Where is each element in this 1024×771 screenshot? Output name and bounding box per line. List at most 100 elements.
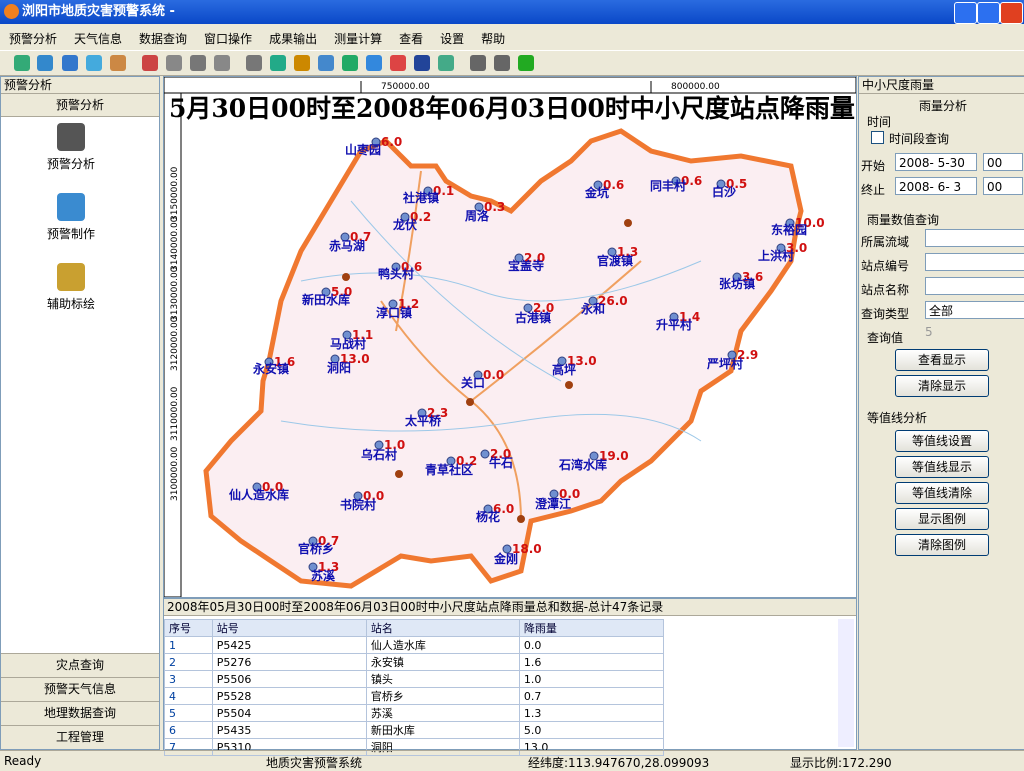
- restore-button[interactable]: [977, 2, 1000, 24]
- basin-select[interactable]: [925, 229, 1024, 247]
- nav-tab[interactable]: 地理数据查询: [1, 701, 159, 725]
- tool-item[interactable]: 预警制作: [31, 193, 111, 242]
- button[interactable]: 显示图例: [895, 508, 989, 530]
- station-marker[interactable]: [776, 243, 786, 253]
- station-marker[interactable]: [321, 287, 331, 297]
- toolbar-button[interactable]: [214, 55, 230, 71]
- minimize-button[interactable]: [954, 2, 977, 24]
- button[interactable]: 清除显示: [895, 375, 989, 397]
- station-marker[interactable]: [549, 489, 559, 499]
- station-marker[interactable]: [252, 482, 262, 492]
- station-marker[interactable]: [502, 544, 512, 554]
- station-marker[interactable]: [330, 354, 340, 364]
- station-marker[interactable]: [446, 456, 456, 466]
- station-marker[interactable]: [607, 247, 617, 257]
- nav-tab[interactable]: 灾点查询: [1, 653, 159, 677]
- code-input[interactable]: [925, 253, 1024, 271]
- table-row[interactable]: 4 P5528 官桥乡 0.7: [164, 687, 665, 705]
- toolbar-button[interactable]: [86, 55, 102, 71]
- toolbar-button[interactable]: [37, 55, 53, 71]
- hour-select[interactable]: 00: [983, 177, 1023, 195]
- station-marker[interactable]: [400, 212, 410, 222]
- menu-item[interactable]: 帮助: [481, 32, 506, 46]
- table-row[interactable]: 5 P5504 苏溪 1.3: [164, 704, 665, 722]
- toolbar-button[interactable]: [14, 55, 30, 71]
- station-marker[interactable]: [308, 536, 318, 546]
- nav-tab[interactable]: 工程管理: [1, 725, 159, 749]
- button[interactable]: 清除图例: [895, 534, 989, 556]
- toolbar-button[interactable]: [294, 55, 310, 71]
- station-marker[interactable]: [669, 312, 679, 322]
- station-marker[interactable]: [342, 330, 352, 340]
- toolbar-button[interactable]: [246, 55, 262, 71]
- station-marker[interactable]: [593, 180, 603, 190]
- toolbar-button[interactable]: [342, 55, 358, 71]
- type-select[interactable]: 全部: [925, 301, 1024, 319]
- checkbox[interactable]: [871, 131, 884, 144]
- station-marker[interactable]: [523, 303, 533, 313]
- table-row[interactable]: 1 P5425 仙人造水库 0.0: [164, 636, 665, 654]
- close-button[interactable]: [1000, 2, 1023, 24]
- table-row[interactable]: 6 P5435 新田水库 5.0: [164, 721, 665, 739]
- table-row[interactable]: 3 P5506 镇头 1.0: [164, 670, 665, 688]
- menu-item[interactable]: 成果输出: [269, 32, 318, 46]
- toolbar-button[interactable]: [390, 55, 406, 71]
- toolbar-button[interactable]: [366, 55, 382, 71]
- station-marker[interactable]: [340, 232, 350, 242]
- station-marker[interactable]: [391, 262, 401, 272]
- toolbar-button[interactable]: [142, 55, 158, 71]
- station-marker[interactable]: [557, 356, 567, 366]
- station-marker[interactable]: [423, 186, 433, 196]
- toolbar-button[interactable]: [494, 55, 510, 71]
- toolbar-button[interactable]: [110, 55, 126, 71]
- toolbar-button[interactable]: [470, 55, 486, 71]
- station-marker[interactable]: [716, 179, 726, 189]
- map-view[interactable]: 5月30日00时至2008年06月03日00时中小尺度站点降雨量 750000.…: [163, 76, 857, 598]
- station-marker[interactable]: [374, 440, 384, 450]
- station-marker[interactable]: [727, 350, 737, 360]
- toolbar-button[interactable]: [438, 55, 454, 71]
- nav-tab[interactable]: 预警天气信息: [1, 677, 159, 701]
- station-marker[interactable]: [353, 491, 363, 501]
- section-header[interactable]: 预警分析: [1, 94, 159, 117]
- hour-select[interactable]: 00: [983, 153, 1023, 171]
- button[interactable]: 等值线显示: [895, 456, 989, 478]
- station-marker[interactable]: [589, 451, 599, 461]
- station-marker[interactable]: [483, 504, 493, 514]
- date-picker[interactable]: 2008- 6- 3: [895, 177, 977, 195]
- button[interactable]: 查看显示: [895, 349, 989, 371]
- station-marker[interactable]: [417, 408, 427, 418]
- name-input[interactable]: [925, 277, 1024, 295]
- station-marker[interactable]: [480, 449, 490, 459]
- menu-item[interactable]: 天气信息: [74, 32, 123, 46]
- station-marker[interactable]: [785, 218, 795, 228]
- menu-item[interactable]: 查看: [399, 32, 424, 46]
- tool-item[interactable]: 预警分析: [31, 123, 111, 172]
- button[interactable]: 等值线清除: [895, 482, 989, 504]
- menu-item[interactable]: 测量计算: [334, 32, 383, 46]
- tool-item[interactable]: 辅助标绘: [31, 263, 111, 312]
- toolbar-button[interactable]: [190, 55, 206, 71]
- menu-item[interactable]: 设置: [440, 32, 465, 46]
- station-marker[interactable]: [474, 202, 484, 212]
- date-picker[interactable]: 2008- 5-30: [895, 153, 977, 171]
- scrollbar[interactable]: [838, 619, 854, 747]
- menu-item[interactable]: 窗口操作: [204, 32, 253, 46]
- station-marker[interactable]: [671, 176, 681, 186]
- station-marker[interactable]: [473, 370, 483, 380]
- station-marker[interactable]: [388, 299, 398, 309]
- toolbar-button[interactable]: [518, 55, 534, 71]
- menu-item[interactable]: 预警分析: [9, 32, 58, 46]
- station-marker[interactable]: [732, 272, 742, 282]
- station-marker[interactable]: [371, 137, 381, 147]
- toolbar-button[interactable]: [166, 55, 182, 71]
- menu-item[interactable]: 数据查询: [139, 32, 188, 46]
- toolbar-button[interactable]: [62, 55, 78, 71]
- toolbar-button[interactable]: [414, 55, 430, 71]
- station-marker[interactable]: [514, 253, 524, 263]
- station-marker[interactable]: [308, 562, 318, 572]
- button[interactable]: 等值线设置: [895, 430, 989, 452]
- station-marker[interactable]: [264, 357, 274, 367]
- station-marker[interactable]: [588, 296, 598, 306]
- table-row[interactable]: 2 P5276 永安镇 1.6: [164, 653, 665, 671]
